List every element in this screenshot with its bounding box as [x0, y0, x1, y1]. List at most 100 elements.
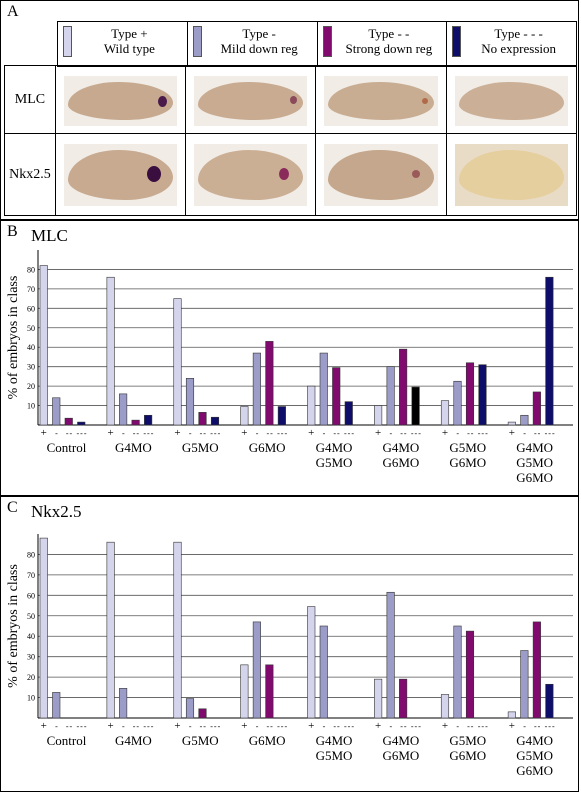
nkx25-bar [185, 698, 195, 719]
mlc-class-tick-label: - [456, 429, 459, 438]
nkx25-class-tick-label: - - - [411, 722, 421, 731]
nkx25-bar [240, 664, 249, 719]
mlc-class-tick-label: - - - [143, 429, 153, 438]
mlc-bar [119, 393, 128, 426]
row-label-mlc: MLC [4, 65, 56, 134]
legend-type-minus2-line2: Strong down reg [345, 41, 433, 56]
nkx25-bar [465, 630, 475, 719]
mlc-bar [173, 298, 182, 426]
mlc-class-tick-label: - - [400, 429, 407, 438]
mlc-class-tick-label: - - [266, 429, 273, 438]
mlc-bar [210, 416, 220, 426]
nkx25-class-tick-label: - - - [77, 722, 87, 731]
nkx25-ytick-label: 60 [27, 591, 35, 600]
mlc-class-tick-label: - [189, 429, 192, 438]
mlc-class-tick-label: + [174, 427, 180, 439]
panel-b: B MLC 10 20 30 40 50 60 70 80 % of embryos in cl… [0, 220, 579, 496]
nkx25-bar [399, 678, 408, 719]
nkx25-class-tick-label: - - - [210, 722, 220, 731]
legend-swatch-type-minus [192, 26, 202, 57]
embryo-nkx-strong [315, 133, 447, 216]
mlc-bar [252, 352, 261, 426]
mlc-bar [332, 367, 341, 426]
legend-table: Type + Wild type Type - Mild down reg Type… [57, 21, 577, 67]
mlc-group-label: G4MO [115, 440, 152, 455]
mlc-bar [520, 414, 529, 426]
mlc-class-tick-label: + [108, 427, 114, 439]
nkx25-group-label: G4MO [382, 733, 419, 748]
nkx25-class-tick-label: + [174, 720, 180, 732]
nkx25-group-label: G6MO [249, 733, 286, 748]
legend-type-minus3-line2: No expression [481, 41, 556, 56]
legend-type-minus-line2: Mild down reg [220, 41, 298, 56]
mlc-bar [240, 406, 249, 426]
mlc-bar [440, 400, 450, 426]
nkx25-bar [453, 625, 462, 719]
embryo-mlc-mild [185, 65, 317, 134]
mlc-bar [545, 276, 554, 426]
mlc-bar [374, 405, 383, 426]
mlc-class-tick-label: - [55, 429, 58, 438]
mlc-ytick-label: 50 [27, 324, 35, 333]
embryo-nkx-none [445, 133, 578, 216]
nkx25-bar [119, 688, 128, 719]
mlc-bar [307, 385, 316, 426]
legend-swatch-type-minus3 [452, 26, 462, 57]
nkx25-class-tick-label: - [456, 722, 459, 731]
mlc-group-label: G4MO [516, 440, 553, 455]
mlc-group-label: G6MO [382, 455, 419, 470]
nkx25-class-tick-label: - - - [143, 722, 153, 731]
nkx25-bar [252, 621, 261, 719]
nkx25-class-tick-label: + [41, 720, 47, 732]
nkx25-bar [265, 664, 274, 719]
legend-type-minus2-line1: Type - - [368, 26, 410, 41]
legend-type-plus: Type + Wild type [57, 21, 188, 67]
legend-swatch-type-minus2 [322, 26, 332, 57]
legend-type-plus-line1: Type + [111, 26, 148, 41]
mlc-ytick-label: 20 [27, 382, 35, 391]
mlc-ytick-label: 10 [27, 402, 35, 411]
nkx25-ytick-label: 50 [27, 612, 35, 621]
nkx25-class-tick-label: - [390, 722, 393, 731]
mlc-class-tick-label: + [241, 427, 247, 439]
mlc-group-label: G6MO [249, 440, 286, 455]
mlc-bar [386, 366, 395, 426]
nkx25-class-tick-label: - - [133, 722, 140, 731]
mlc-class-tick-label: - - - [344, 429, 354, 438]
mlc-group-label: G5MO [449, 440, 486, 455]
panel-a-letter: A [7, 3, 19, 20]
nkx25-class-tick-label: - [523, 722, 526, 731]
nkx25-bar [507, 711, 516, 719]
nkx25-bar [520, 650, 529, 719]
nkx25-group-label: G5MO [449, 733, 486, 748]
mlc-class-tick-label: - [523, 429, 526, 438]
nkx25-class-tick-label: - - - [277, 722, 287, 731]
mlc-class-tick-label: + [41, 427, 47, 439]
mlc-class-tick-label: - - - [545, 429, 555, 438]
nkx25-class-tick-label: + [509, 720, 515, 732]
nkx25-bar [52, 692, 61, 719]
mlc-class-tick-label: + [509, 427, 515, 439]
panel-c-title: Nkx2.5 [31, 502, 82, 521]
nkx25-bar [106, 541, 115, 719]
panel-a: A Type + Wild type Type - Mild down reg [0, 0, 579, 220]
mlc-group-label: G4MO [382, 440, 419, 455]
mlc-class-tick-label: - [390, 429, 393, 438]
mlc-group-label: G6MO [516, 470, 553, 485]
mlc-ytick-label: 70 [27, 285, 35, 294]
embryo-nkx-wild-type [54, 133, 187, 216]
nkx25-ytick-label: 40 [27, 632, 35, 641]
legend-type-plus-line2: Wild type [103, 41, 155, 56]
nkx25-bar [532, 621, 541, 719]
mlc-bar [185, 378, 195, 426]
mlc-ylabel: % of embryos in class [6, 276, 21, 400]
nkx25-ytick-label: 30 [27, 653, 35, 662]
mlc-class-tick-label: - - - [411, 429, 421, 438]
mlc-class-tick-label: - [122, 429, 125, 438]
mlc-bar [478, 364, 487, 426]
mlc-class-tick-label: - - - [478, 429, 488, 438]
nkx25-ytick-label: 10 [27, 694, 35, 703]
nkx25-class-tick-label: + [241, 720, 247, 732]
mlc-class-tick-label: - - [200, 429, 207, 438]
mlc-class-tick-label: - [256, 429, 259, 438]
